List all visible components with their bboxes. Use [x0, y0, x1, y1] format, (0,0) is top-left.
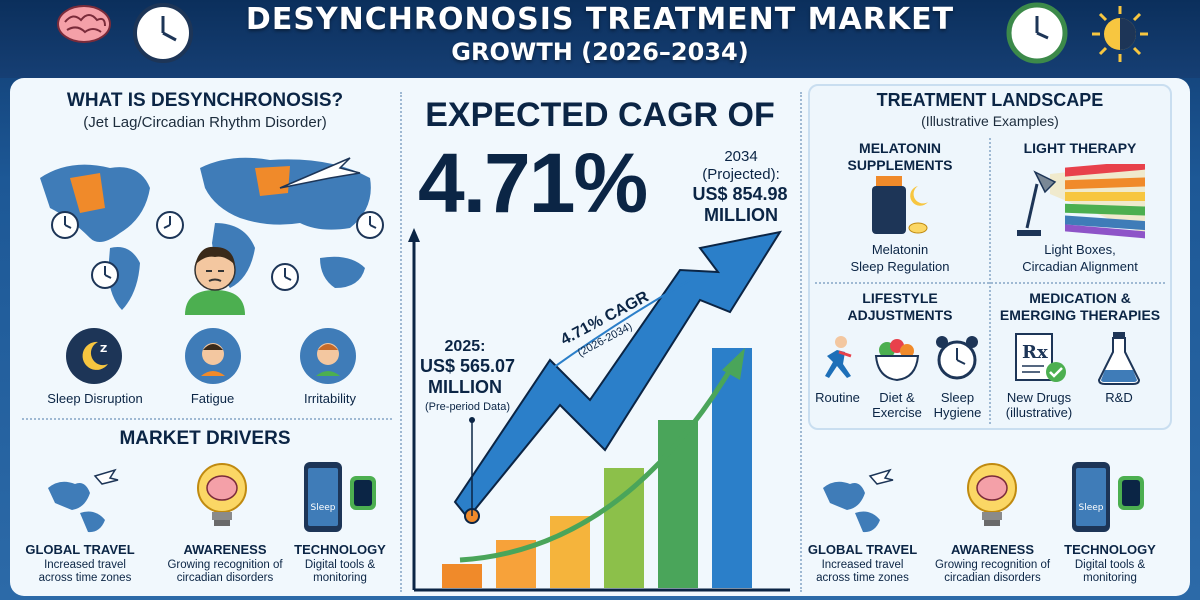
symptom-irritability-icon: [300, 328, 356, 384]
base-value: US$ 565.07: [419, 356, 516, 376]
light-therapy-desc: Light Boxes,: [1044, 242, 1116, 257]
driver-title: GLOBAL TRAVEL: [807, 542, 918, 557]
driver-desc: Growing recognition of circadian disorde…: [934, 559, 1051, 584]
projected-value: US$ 854.98: [692, 184, 788, 204]
melatonin-desc: Melatonin: [871, 242, 929, 257]
clock-icon: [156, 211, 184, 239]
sun-moon-icon: [1092, 6, 1148, 62]
symptom-label: Irritability: [303, 391, 356, 406]
projected-year: 2034: [724, 148, 758, 165]
phone-watch-icon: Sleep: [1072, 462, 1144, 532]
medication-title: MEDICATION &: [1029, 290, 1131, 306]
projected-unit: MILLION: [704, 205, 778, 225]
cagr-value: 4.71%: [418, 136, 648, 230]
symptom-label: Fatigue: [190, 391, 235, 406]
driver-title: GLOBAL TRAVEL: [25, 542, 135, 557]
growth-bar: [604, 468, 644, 588]
divider: [800, 92, 802, 592]
driver-desc: Digital tools & monitoring: [1074, 559, 1146, 584]
melatonin-title: SUPPLEMENTS: [847, 157, 953, 173]
divider: [815, 282, 1165, 284]
wall-clock-icon: [133, 3, 193, 63]
world-map-icon: [40, 157, 371, 310]
flask-icon: [1097, 332, 1141, 385]
medication-label: R&D: [1105, 390, 1133, 405]
light-therapy-desc: Circadian Alignment: [1022, 259, 1138, 274]
phone-screen-text: Sleep: [1078, 503, 1103, 513]
light-lamp-icon: [1017, 164, 1145, 239]
light-therapy-title: LIGHT THERAPY: [1023, 140, 1137, 156]
page-title: DESYNCHRONOSIS TREATMENT MARKET: [245, 2, 955, 37]
base-unit: MILLION: [428, 377, 502, 397]
green-clock-icon: [1006, 2, 1068, 64]
medication-label: New Drugs (illustrative): [1005, 390, 1073, 420]
what-is-title: WHAT IS DESYNCHRONOSIS?: [66, 90, 344, 111]
driver-desc: Increased travel across time zones: [816, 559, 909, 584]
market-drivers-title: MARKET DRIVERS: [119, 428, 291, 449]
symptom-fatigue-icon: [185, 328, 241, 384]
melatonin-desc: Sleep Regulation: [850, 259, 950, 274]
symptom-label: Sleep Disruption: [47, 391, 143, 406]
svg-text:Z: Z: [100, 344, 107, 355]
growth-chart: [408, 228, 790, 592]
globe-plane-icon: [48, 468, 119, 533]
driver-title: TECHNOLOGY: [1064, 542, 1156, 557]
lifestyle-title: ADJUSTMENTS: [847, 307, 953, 323]
growth-bar: [712, 348, 752, 588]
symptom-sleep-icon: Z: [66, 328, 122, 384]
driver-title: AWARENESS: [950, 542, 1035, 557]
driver-desc: Increased travel across time zones: [38, 559, 132, 584]
growth-bar: [658, 420, 698, 588]
growth-bar: [442, 564, 482, 588]
cagr-heading: EXPECTED CAGR OF: [425, 96, 775, 134]
treatment-subtitle: (Illustrative Examples): [921, 113, 1059, 129]
brain-bulb-icon: [967, 463, 1017, 526]
clock-icon: [356, 211, 384, 239]
lifestyle-label: Sleep Hygiene: [933, 390, 982, 420]
clock-icon: [51, 211, 79, 239]
melatonin-title: MELATONIN: [859, 140, 941, 156]
brain-icon: [57, 5, 111, 43]
medication-title: EMERGING THERAPIES: [999, 307, 1161, 323]
growth-bar: [550, 516, 590, 588]
driver-desc: Growing recognition of circadian disorde…: [167, 559, 283, 584]
base-note: (Pre-period Data): [425, 401, 510, 413]
page-subtitle: GROWTH (2026–2034): [451, 38, 749, 66]
runner-icon: [825, 336, 852, 378]
lifestyle-label: Routine: [815, 390, 860, 405]
base-year: 2025:: [444, 338, 486, 355]
clock-icon: [271, 263, 299, 291]
header-banner: DESYNCHRONOSIS TREATMENT MARKET GROWTH (…: [0, 0, 1200, 78]
alarm-clock-icon: [936, 336, 978, 380]
projected-label: (Projected):: [702, 166, 780, 183]
divider: [22, 418, 392, 420]
treatment-title: TREATMENT LANDSCAPE: [876, 90, 1104, 110]
driver-desc: Digital tools & monitoring: [304, 559, 376, 584]
driver-title: AWARENESS: [183, 542, 267, 557]
divider: [989, 138, 991, 424]
phone-watch-icon: Sleep: [304, 462, 376, 532]
salad-bowl-icon: [874, 339, 920, 382]
lifestyle-label: Diet & Exercise: [872, 390, 922, 420]
driver-title: TECHNOLOGY: [294, 542, 386, 557]
what-is-subtitle: (Jet Lag/Circadian Rhythm Disorder): [83, 114, 327, 131]
globe-plane-icon: [823, 468, 894, 533]
tired-traveler-icon: [185, 246, 245, 315]
svg-text:Rx: Rx: [1022, 342, 1048, 363]
clock-icon: [91, 261, 119, 289]
divider: [400, 92, 402, 592]
phone-screen-text: Sleep: [310, 503, 335, 513]
melatonin-bottle-icon: [872, 176, 928, 234]
brain-bulb-icon: [197, 463, 247, 526]
lifestyle-title: LIFESTYLE: [862, 290, 938, 306]
rx-document-icon: Rx: [1015, 333, 1066, 382]
